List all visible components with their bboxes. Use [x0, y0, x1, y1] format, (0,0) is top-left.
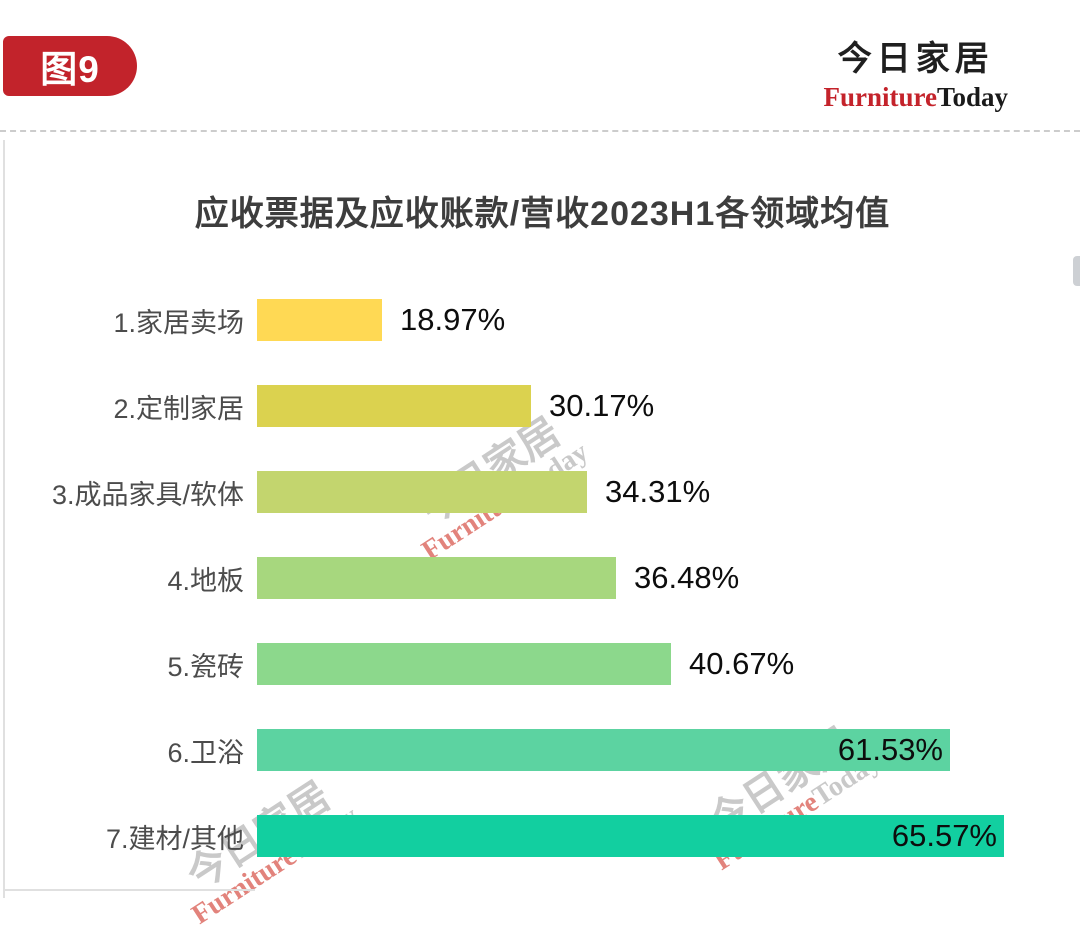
- bar: [257, 643, 671, 685]
- bar: [257, 385, 531, 427]
- bar: [257, 557, 616, 599]
- chart-title: 应收票据及应收账款/营收2023H1各领域均值: [194, 195, 891, 233]
- category-label: 7.建材/其他: [105, 823, 244, 854]
- bar: 65.57%: [257, 815, 1004, 857]
- bar-row: 6.卫浴 61.53%: [5, 707, 1080, 793]
- bar-row: 2.定制家居 30.17%: [5, 363, 1080, 449]
- bar-row: 5.瓷砖 40.67%: [5, 621, 1080, 707]
- chart-panel: 今日家居 FurnitureToday 今日家居 FurnitureToday …: [3, 140, 1080, 931]
- bar-row: 7.建材/其他 65.57%: [5, 793, 1080, 879]
- category-label: 5.瓷砖: [167, 651, 244, 682]
- axis-baseline: [5, 889, 255, 891]
- bar-track: 18.97%: [257, 299, 1017, 341]
- value-label: 34.31%: [605, 474, 711, 509]
- bar-track: 65.57%: [257, 815, 1017, 857]
- category-label: 1.家居卖场: [113, 307, 244, 338]
- value-label: 61.53%: [837, 732, 943, 767]
- figure-number-badge: 图9: [3, 36, 137, 96]
- bar-track: 61.53%: [257, 729, 1017, 771]
- bar-track: 40.67%: [257, 643, 1017, 685]
- bar: 61.53%: [257, 729, 950, 771]
- bar-row: 3.成品家具/软体 34.31%: [5, 449, 1080, 535]
- logo-english-name: FurnitureToday: [823, 82, 1008, 113]
- publication-logo: 今日家居 FurnitureToday: [823, 40, 1008, 113]
- value-label: 40.67%: [689, 646, 795, 681]
- scrollbar-thumb[interactable]: [1073, 256, 1080, 286]
- bar: [257, 299, 382, 341]
- category-label: 2.定制家居: [113, 393, 244, 424]
- bar-track: 36.48%: [257, 557, 1017, 599]
- value-label: 30.17%: [549, 388, 655, 423]
- bar: [257, 471, 587, 513]
- dotted-divider: [0, 130, 1080, 132]
- logo-english-today: Today: [936, 82, 1008, 113]
- category-label: 4.地板: [167, 565, 244, 596]
- logo-english-furniture: Furniture: [823, 82, 937, 113]
- bar-track: 30.17%: [257, 385, 1017, 427]
- category-label: 6.卫浴: [167, 737, 244, 768]
- value-label: 36.48%: [634, 560, 740, 595]
- value-label: 18.97%: [400, 302, 506, 337]
- bar-chart: 1.家居卖场 18.97% 2.定制家居 30.17% 3.成品家具/软体 34.31% 4…: [5, 277, 1080, 879]
- bar-row: 4.地板 36.48%: [5, 535, 1080, 621]
- bar-row: 1.家居卖场 18.97%: [5, 277, 1080, 363]
- value-label: 65.57%: [891, 818, 997, 853]
- bar-track: 34.31%: [257, 471, 1017, 513]
- category-label: 3.成品家具/软体: [51, 479, 244, 510]
- logo-chinese-name: 今日家居: [837, 40, 994, 78]
